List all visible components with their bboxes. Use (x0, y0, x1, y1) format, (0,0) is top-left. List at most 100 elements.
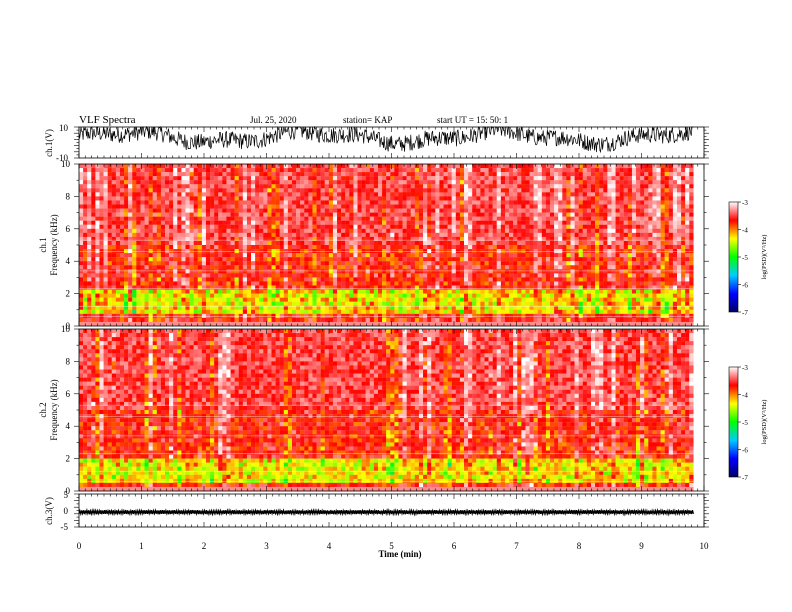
spectrogram-cell (373, 208, 379, 213)
spectrogram-cell (521, 257, 526, 262)
spectrogram-cell (99, 196, 104, 201)
spectrogram-cell (111, 253, 117, 258)
spectrogram-cell (87, 192, 92, 197)
ch1-waveform-line (78, 125, 694, 154)
spectrogram-cell (562, 261, 567, 266)
spectrogram-cell (464, 220, 469, 225)
spectrogram-cell (337, 200, 342, 205)
spectrogram-cell (394, 309, 399, 314)
spectrogram-cell (267, 313, 272, 319)
spectrogram-cell (484, 289, 489, 294)
spectrogram-cell (337, 273, 342, 278)
spectrogram-cell (435, 265, 440, 270)
date-label: Jul. 25, 2020 (250, 115, 297, 125)
spectrogram-cell (234, 232, 239, 238)
spectrogram-cell (267, 277, 272, 282)
spectrogram-cell (455, 184, 461, 189)
spectrogram-cell (283, 245, 289, 250)
spectrogram-cell (79, 277, 84, 282)
spectrogram-cell (165, 321, 170, 327)
spectrogram-cell (144, 164, 149, 169)
spectrogram-cell (312, 220, 317, 225)
spectrogram-cell (337, 172, 342, 177)
spectrogram-cell (185, 257, 190, 262)
spectrogram-cell (357, 188, 362, 193)
spectrogram-cell (308, 192, 313, 197)
spectrogram-cell (529, 220, 534, 225)
spectrogram-cell (189, 188, 194, 193)
spectrogram-cell (439, 240, 444, 246)
spectrogram-cell (558, 257, 563, 262)
spectrogram-cell (455, 180, 461, 185)
spectrogram-cell (119, 309, 125, 314)
spectrogram-cell (296, 224, 301, 229)
spectrogram-cell (410, 228, 416, 233)
spectrogram-cell (455, 168, 461, 173)
spectrogram-cell (283, 188, 289, 193)
spectrogram-cell (386, 232, 391, 238)
spectrogram-cell (492, 317, 497, 323)
spectrogram-cell (406, 285, 411, 290)
spectrogram-cell (242, 164, 248, 169)
spectrogram-cell (406, 176, 411, 181)
spectrogram-cell (132, 317, 137, 323)
spectrogram-cell (205, 232, 211, 238)
spectrogram-cell (304, 192, 309, 197)
spectrogram-cell (533, 245, 538, 250)
spectrogram-cell (328, 180, 334, 185)
spectrogram-cell (488, 277, 493, 282)
spectrogram-cell (337, 285, 342, 290)
spectrogram-cell (242, 212, 248, 217)
spectrogram-cell (369, 168, 375, 173)
spectrogram-cell (205, 273, 211, 278)
spectrogram-cell (382, 196, 387, 201)
spectrogram-cell (476, 192, 481, 197)
spectrogram-cell (521, 208, 526, 213)
spectrogram-cell (136, 164, 141, 169)
spectrogram-cell (349, 257, 354, 262)
spectrogram-cell (107, 164, 112, 169)
spectrogram-cell (443, 281, 448, 286)
spectrogram-cell (119, 321, 125, 327)
spectrogram-cell (431, 224, 436, 229)
spectrogram-cell (492, 220, 497, 225)
spectrogram-cell (554, 212, 559, 217)
spectrogram-cell (328, 208, 334, 213)
spectrogram-cell (353, 216, 358, 221)
spectrogram-cell (320, 236, 325, 242)
spectrogram-cell (361, 228, 366, 233)
spectrogram-cell (398, 301, 403, 306)
spectrogram-cell (382, 224, 387, 229)
spectrogram-cell (95, 200, 100, 205)
spectrogram-cell (169, 168, 174, 173)
spectrogram-cell (533, 196, 538, 201)
spectrogram-cell (537, 257, 542, 262)
spectrogram-cell (562, 253, 567, 258)
spectrogram-cell (402, 208, 407, 213)
spectrogram-cell (107, 224, 112, 229)
spectrogram-cell (341, 313, 346, 319)
spectrogram-cell (496, 200, 502, 205)
spectrogram-cell (386, 313, 391, 319)
spectrogram-cell (267, 216, 272, 221)
spectrogram-cell (517, 180, 522, 185)
spectrogram-cell (226, 240, 231, 246)
spectrogram-cell (500, 293, 506, 298)
spectrogram-cell (394, 297, 399, 302)
spectrogram-cell (332, 257, 338, 262)
spectrogram-cell (259, 257, 264, 262)
spectrogram-cell (115, 285, 121, 290)
spectrogram-cell (337, 245, 342, 250)
spectrogram-cell (165, 253, 170, 258)
spectrogram-cell (140, 297, 145, 302)
spectrogram-cell (214, 208, 219, 213)
spectrogram-cell (156, 261, 162, 266)
spectrogram-cell (210, 200, 215, 205)
spectrogram-cell (423, 317, 428, 323)
spectrogram-cell (242, 273, 248, 278)
spectrogram-cell (136, 200, 141, 205)
spectrogram-cell (230, 196, 235, 201)
spectrogram-cell (529, 228, 534, 233)
spectrogram-cell (423, 172, 428, 177)
spectrogram-cell (521, 188, 526, 193)
